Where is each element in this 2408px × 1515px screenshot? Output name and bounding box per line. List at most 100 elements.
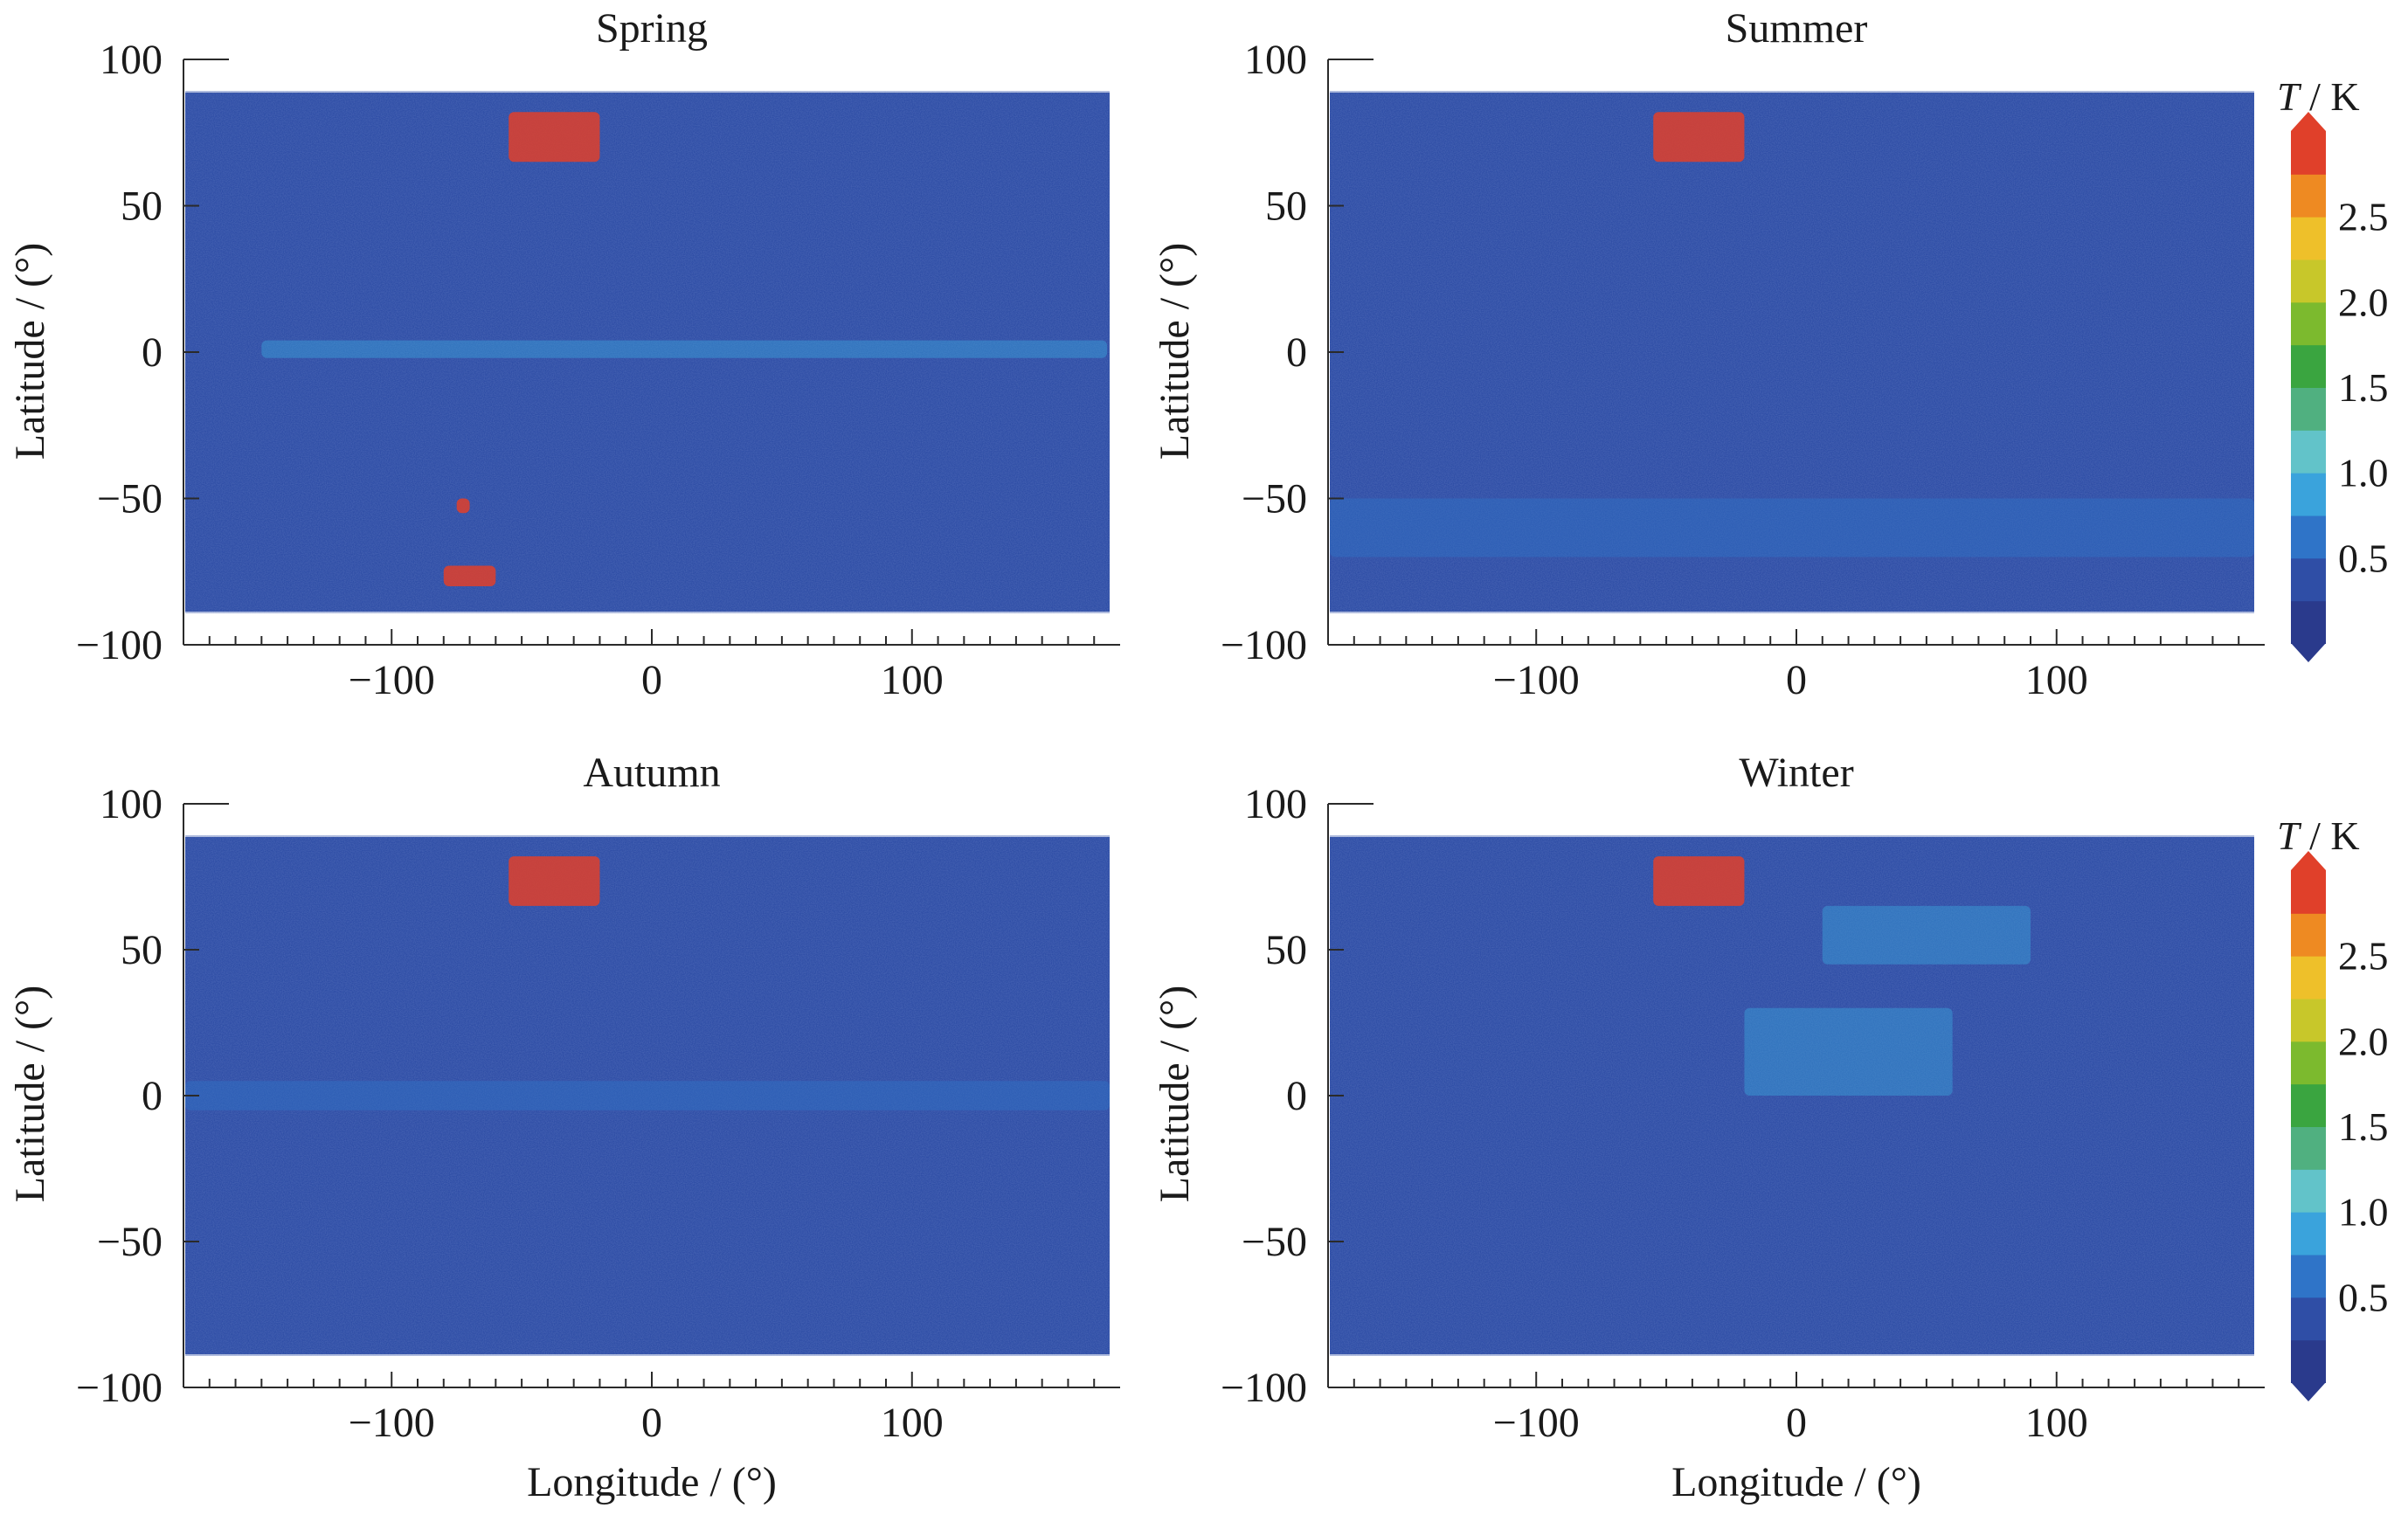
axes: 100 50 0 −50 −100 −100 0 100 [76, 37, 1120, 703]
y-tick-label: −100 [76, 1365, 163, 1411]
panel-title: Summer [1726, 5, 1868, 52]
field-edge-bottom [185, 1354, 1110, 1359]
y-tick-label: 100 [100, 37, 163, 83]
colorbar-top: T / K 2.5 2.0 1.5 1.0 0.5 [2277, 74, 2389, 662]
heatmap-texture [185, 91, 1110, 613]
colorbar-segment [2291, 1211, 2326, 1256]
y-axis-label: Latitude / (°) [7, 986, 53, 1202]
y-tick-label: 0 [1286, 1073, 1307, 1119]
colorbar-segment [2291, 387, 2326, 431]
x-tick-label: 0 [641, 1400, 662, 1446]
colorbar-segment [2291, 870, 2326, 914]
x-tick-label: −100 [349, 657, 435, 703]
axes: 100 50 0 −50 −100 −100 0 100 [76, 781, 1120, 1446]
y-tick-label: −50 [1242, 476, 1307, 522]
colorbar-tick-label: 0.5 [2338, 1275, 2389, 1319]
colorbar-tick-label: 2.0 [2338, 280, 2389, 324]
colorbar-segment [2291, 1083, 2326, 1127]
y-tick-label: 50 [1265, 183, 1307, 230]
y-tick-label: −100 [1221, 1365, 1307, 1411]
heatmap-texture [185, 835, 1110, 1356]
y-axis-label: Latitude / (°) [1152, 986, 1198, 1202]
heatmap-plot [1330, 832, 2254, 1359]
colorbar-segment [2291, 301, 2326, 346]
x-tick-label: 100 [881, 1400, 944, 1446]
x-tick-label: 100 [881, 657, 944, 703]
colorbar-extend-top [2291, 851, 2326, 870]
heatmap-feature [1330, 498, 2254, 557]
x-tick-label: 0 [1786, 657, 1807, 703]
panel-title: Winter [1739, 750, 1853, 796]
colorbar-tick-label: 0.5 [2338, 536, 2389, 580]
x-axis-label: Longitude / (°) [527, 1459, 777, 1505]
y-tick-label: 100 [1244, 781, 1307, 827]
colorbar-segment [2291, 600, 2326, 644]
heatmap-texture [1330, 835, 2254, 1356]
heatmap-feature [1653, 856, 1745, 906]
colorbar-title: T / K [2277, 74, 2360, 119]
y-tick-label: 50 [1265, 927, 1307, 973]
y-tick-label: 100 [100, 781, 163, 827]
heatmap-feature [185, 1081, 1110, 1110]
heatmap-feature [1653, 112, 1745, 163]
colorbar-segment [2291, 998, 2326, 1042]
y-tick-label: −50 [97, 1219, 163, 1265]
heatmap-feature [456, 498, 470, 514]
x-tick-label: 100 [2025, 657, 2088, 703]
panel-summer: Summer 100 50 0 −50 −100 −100 0 100 Latitude / … [1152, 5, 2265, 703]
field-edge-bottom [185, 612, 1110, 617]
heatmap-feature [1822, 905, 2031, 965]
y-tick-label: 50 [121, 183, 163, 230]
x-axis-label: Longitude / (°) [1671, 1459, 1921, 1505]
panel-winter: Winter 100 50 0 −50 −100 −100 0 100 Latitude / … [1152, 750, 2265, 1505]
colorbar-tick-label: 1.0 [2338, 451, 2389, 495]
panel-title: Autumn [583, 750, 720, 796]
colorbar-bottom: T / K 2.5 2.0 1.5 1.0 0.5 [2277, 813, 2389, 1401]
x-tick-label: −100 [349, 1400, 435, 1446]
colorbar-title: T / K [2277, 813, 2360, 858]
field-edge-bottom [1330, 612, 2254, 617]
y-tick-label: −100 [1221, 622, 1307, 668]
colorbar-segment [2291, 216, 2326, 260]
field-edge-bottom [1330, 1354, 2254, 1359]
heatmap-feature [509, 112, 600, 163]
heatmap-plot [185, 832, 1110, 1359]
axes: 100 50 0 −50 −100 −100 0 100 [1221, 37, 2265, 703]
y-tick-label: 0 [142, 329, 163, 376]
y-tick-label: 100 [1244, 37, 1307, 83]
colorbar-segment [2291, 1168, 2326, 1213]
axes: 100 50 0 −50 −100 −100 0 100 [1221, 781, 2265, 1446]
colorbar-segment [2291, 131, 2326, 175]
heatmap-feature [1744, 1007, 1953, 1096]
heatmap-plot [185, 87, 1110, 617]
colorbar-segment [2291, 1339, 2326, 1383]
colorbar-tick-label: 2.5 [2338, 934, 2389, 979]
heatmap-feature [261, 340, 1108, 358]
colorbar-tick-label: 2.5 [2338, 195, 2389, 239]
heatmap-texture [1330, 91, 2254, 613]
x-tick-label: −100 [1493, 1400, 1580, 1446]
y-axis-label: Latitude / (°) [1152, 243, 1198, 460]
colorbar-extend-bottom [2291, 643, 2326, 662]
colorbar-segment [2291, 173, 2326, 218]
colorbar-segment [2291, 912, 2326, 957]
colorbar-tick-label: 1.5 [2338, 1104, 2389, 1149]
y-tick-label: −50 [97, 476, 163, 522]
y-tick-label: −100 [76, 622, 163, 668]
x-tick-label: 0 [641, 657, 662, 703]
colorbar-segment [2291, 344, 2326, 388]
colorbar-scale: 2.5 2.0 1.5 1.0 0.5 [2291, 112, 2389, 662]
colorbar-segment [2291, 472, 2326, 516]
heatmap-plot [1330, 87, 2254, 617]
y-axis-label: Latitude / (°) [7, 243, 53, 460]
colorbar-segment [2291, 429, 2326, 474]
colorbar-tick-label: 1.0 [2338, 1190, 2389, 1235]
heatmap-feature [443, 565, 496, 586]
y-tick-label: 0 [142, 1073, 163, 1119]
x-tick-label: 100 [2025, 1400, 2088, 1446]
colorbar-scale: 2.5 2.0 1.5 1.0 0.5 [2291, 851, 2389, 1401]
panel-title: Spring [596, 5, 708, 52]
colorbar-extend-top [2291, 112, 2326, 131]
colorbar-segment [2291, 955, 2326, 1000]
